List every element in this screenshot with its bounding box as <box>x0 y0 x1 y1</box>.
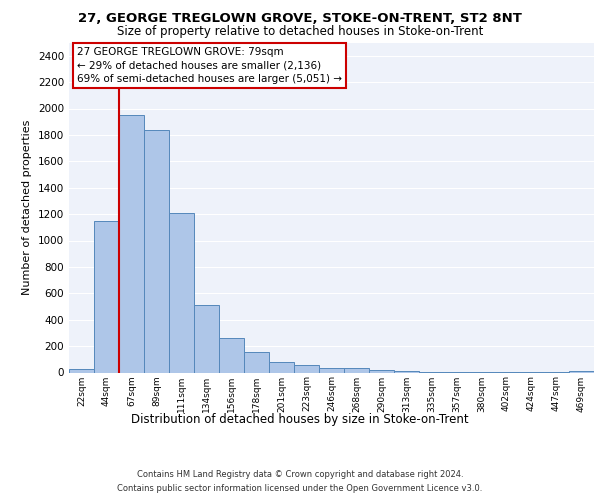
Bar <box>94 220 119 372</box>
Text: Size of property relative to detached houses in Stoke-on-Trent: Size of property relative to detached ho… <box>117 25 483 38</box>
Text: Contains HM Land Registry data © Crown copyright and database right 2024.: Contains HM Land Registry data © Crown c… <box>137 470 463 479</box>
Bar <box>219 338 244 372</box>
Bar <box>369 370 394 372</box>
Bar <box>294 365 319 372</box>
Bar <box>144 130 169 372</box>
Bar <box>569 370 594 372</box>
Text: 27 GEORGE TREGLOWN GROVE: 79sqm
← 29% of detached houses are smaller (2,136)
69%: 27 GEORGE TREGLOWN GROVE: 79sqm ← 29% of… <box>77 48 342 84</box>
Y-axis label: Number of detached properties: Number of detached properties <box>22 120 32 295</box>
Bar <box>244 352 269 372</box>
Bar <box>344 368 369 372</box>
Text: 27, GEORGE TREGLOWN GROVE, STOKE-ON-TRENT, ST2 8NT: 27, GEORGE TREGLOWN GROVE, STOKE-ON-TREN… <box>78 12 522 26</box>
Bar <box>119 115 144 372</box>
Bar <box>194 305 219 372</box>
Bar <box>69 369 94 372</box>
Text: Distribution of detached houses by size in Stoke-on-Trent: Distribution of detached houses by size … <box>131 412 469 426</box>
Text: Contains public sector information licensed under the Open Government Licence v3: Contains public sector information licen… <box>118 484 482 493</box>
Bar <box>269 362 294 372</box>
Bar <box>319 368 344 372</box>
Bar <box>169 213 194 372</box>
